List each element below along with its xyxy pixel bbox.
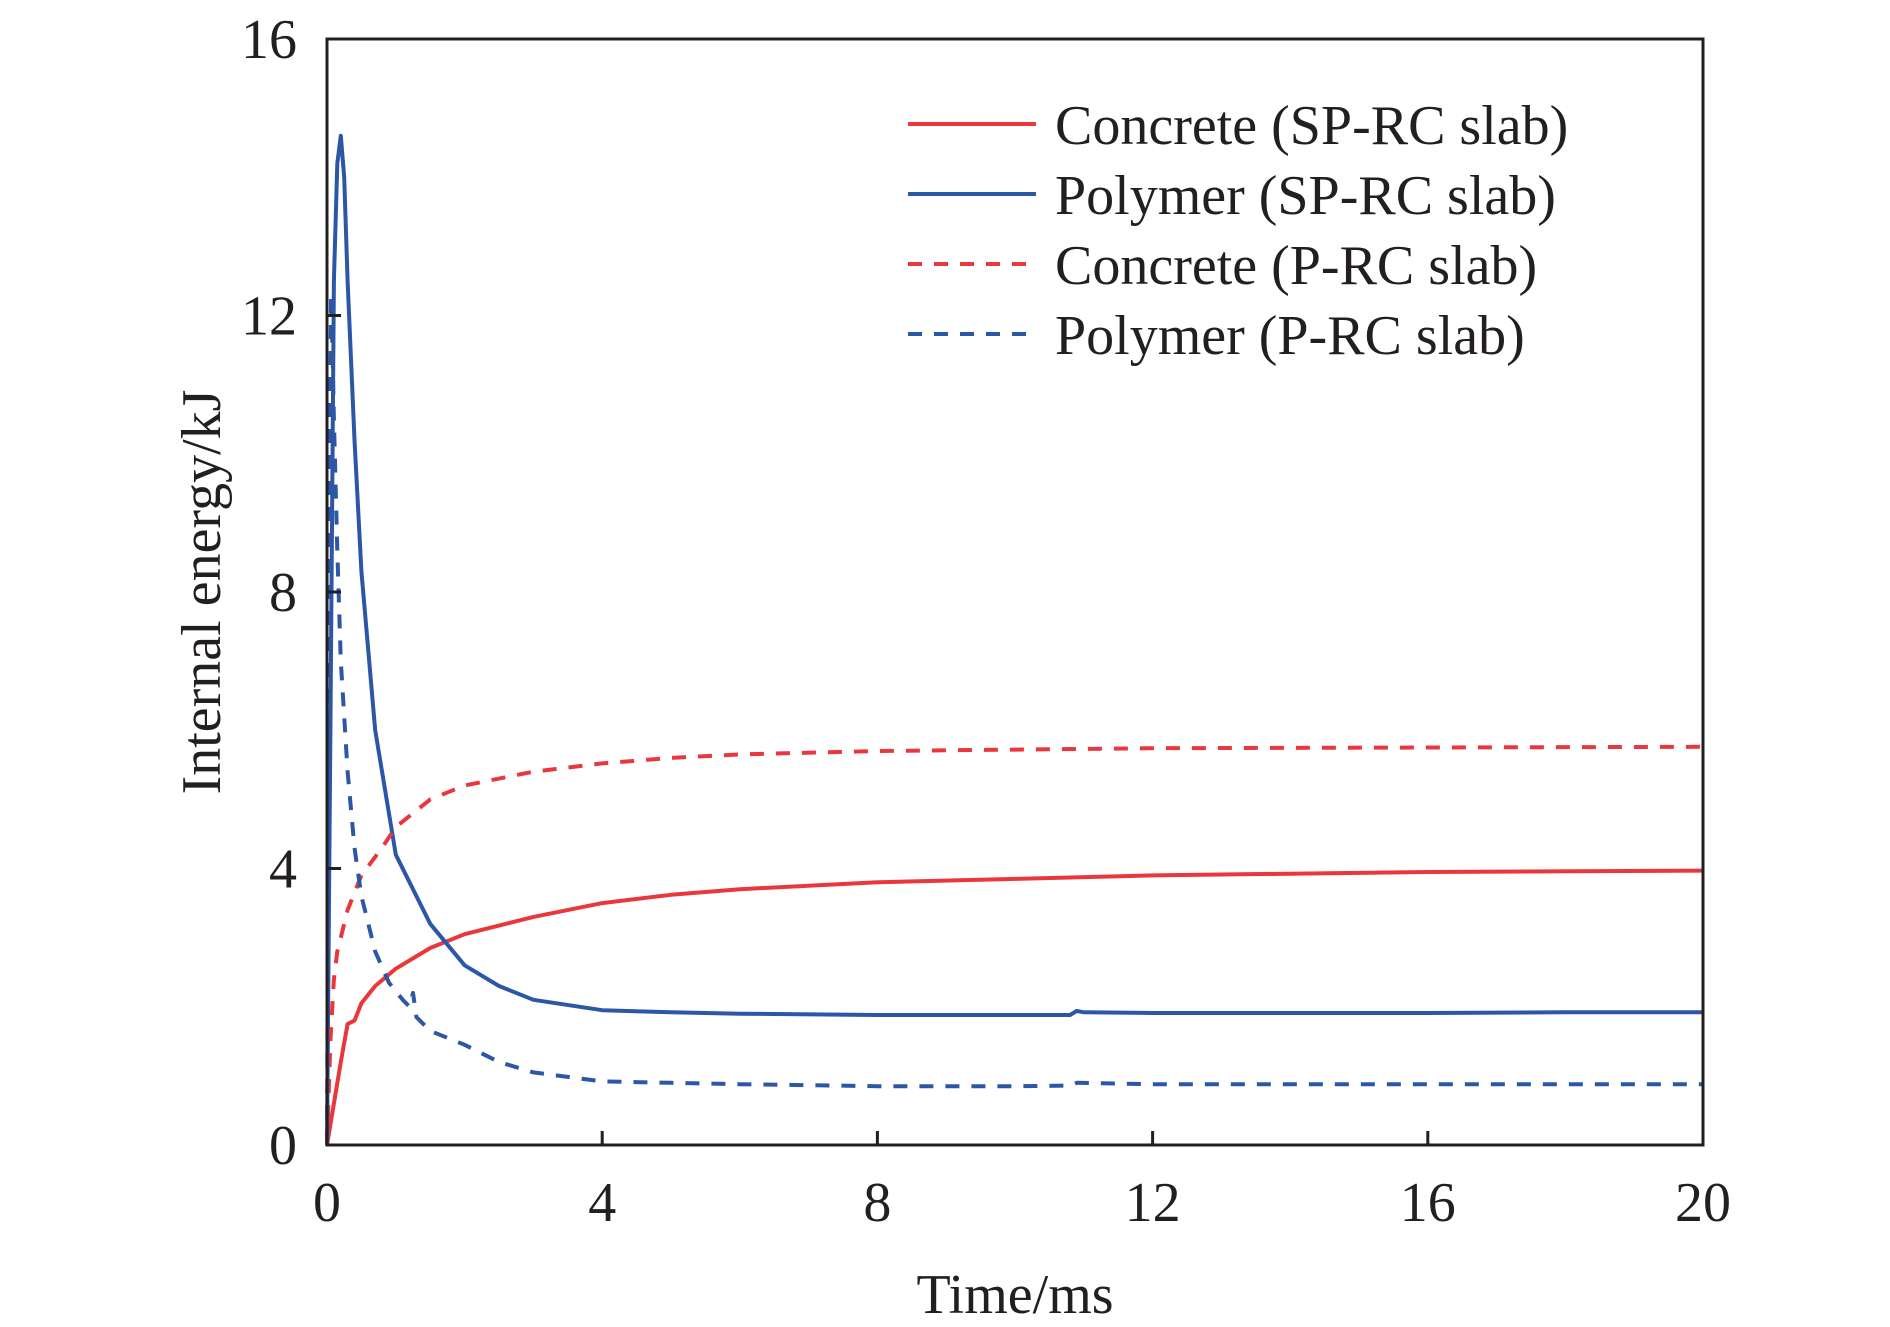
x-tick-label: 4: [588, 1172, 616, 1234]
x-tick-label: 16: [1400, 1172, 1456, 1234]
y-tick-label: 12: [241, 286, 297, 348]
x-tick-label: 0: [313, 1172, 341, 1234]
tick-layer: 0 4 8 12 16 20 0 4 8 12 16: [241, 9, 1731, 1234]
legend-label-1: Concrete (SP-RC slab): [1055, 95, 1568, 157]
y-tick-label: 8: [269, 562, 297, 624]
legend-label-4: Polymer (P-RC slab): [1055, 305, 1525, 367]
y-axis-title: Internal energy/kJ: [171, 390, 233, 795]
series-line-3: [325, 744, 1704, 1146]
x-tick-label: 8: [863, 1172, 891, 1234]
legend-label-3: Concrete (P-RC slab): [1055, 235, 1537, 297]
x-axis-title: Time/ms: [916, 1264, 1113, 1326]
x-tick-label: 12: [1125, 1172, 1181, 1234]
legend-label-2: Polymer (SP-RC slab): [1055, 165, 1556, 227]
series-layer: [325, 133, 1704, 1146]
y-tick-label: 16: [241, 9, 297, 71]
series-line-4: [325, 292, 1703, 1146]
series-line-1: [325, 868, 1704, 1146]
y-tick-label: 0: [269, 1115, 297, 1177]
y-tick-label: 4: [269, 839, 297, 901]
x-tick-label: 20: [1675, 1172, 1731, 1234]
legend: Concrete (SP-RC slab) Polymer (SP-RC slab…: [908, 95, 1568, 367]
series-line-2: [325, 133, 1703, 1146]
